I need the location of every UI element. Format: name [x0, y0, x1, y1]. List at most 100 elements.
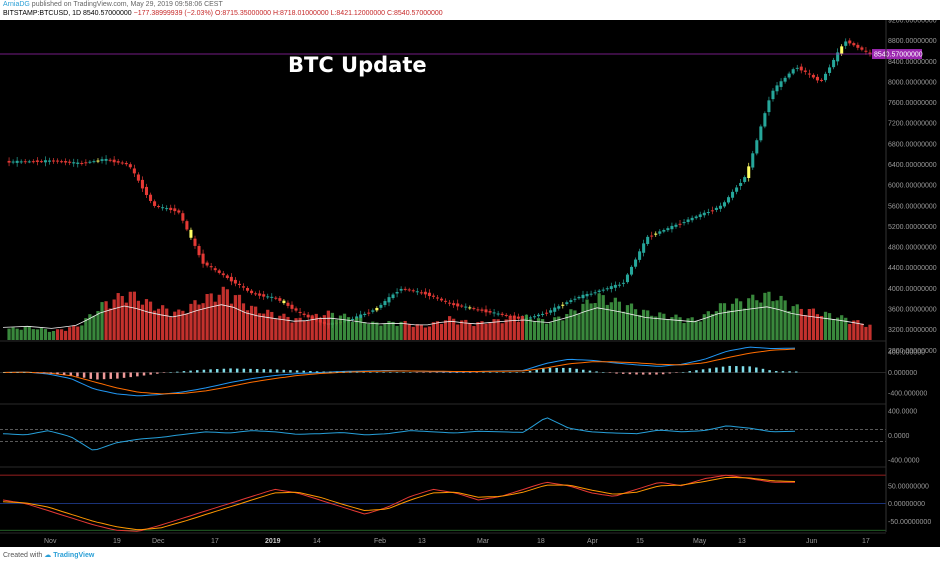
candle-body — [128, 164, 132, 168]
candle-body — [116, 161, 120, 163]
volume-bar — [633, 309, 638, 340]
volume-bar — [233, 295, 238, 340]
macd-histogram-bar — [335, 371, 339, 373]
candle-body — [225, 275, 229, 279]
volume-bar — [411, 326, 415, 340]
volume-bar — [108, 308, 112, 340]
candle-body — [516, 316, 520, 319]
volume-bar — [694, 320, 698, 340]
candle-body — [508, 315, 512, 317]
volume-bar — [791, 306, 795, 340]
candle-body — [537, 314, 541, 317]
candle-body — [84, 162, 88, 164]
volume-bar — [371, 321, 375, 340]
volume-bar — [763, 292, 767, 340]
volume-bar — [120, 296, 124, 340]
candle-body — [294, 308, 298, 311]
volume-bar — [266, 309, 270, 340]
price-tick-label: 7200.00000000 — [888, 121, 937, 128]
macd-histogram-bar — [681, 371, 685, 373]
candle-body — [682, 222, 686, 224]
candle-body — [80, 162, 84, 164]
volume-bar — [844, 317, 848, 340]
volume-bar — [241, 303, 246, 340]
volume-bar — [128, 291, 132, 340]
volume-bar — [759, 302, 763, 340]
candle-body — [136, 174, 140, 181]
candle-body — [241, 286, 246, 288]
volume-bar — [698, 321, 702, 340]
macd-histogram-bar — [89, 372, 93, 379]
candle-body — [836, 52, 840, 62]
tradingview-brand[interactable]: TradingView — [53, 552, 95, 559]
price-tick-label: 4000.00000000 — [888, 286, 937, 293]
candle-body — [165, 208, 169, 210]
candle-body — [306, 314, 310, 318]
volume-bar — [395, 325, 399, 340]
macd-histogram-bar — [462, 372, 465, 373]
volume-bar — [322, 315, 326, 340]
candle-body — [549, 310, 553, 313]
volume-bar — [516, 321, 520, 340]
macd-histogram-bar — [389, 372, 392, 373]
volume-bar — [779, 295, 783, 340]
candle-body — [444, 300, 448, 302]
volume-bar — [646, 310, 650, 340]
volume-bar — [399, 321, 403, 340]
macd-histogram-bar — [595, 371, 598, 373]
macd-histogram-bar — [608, 372, 612, 373]
candle-body — [88, 161, 92, 163]
volume-bar — [314, 313, 318, 340]
volume-bar — [819, 316, 824, 340]
macd-histogram-bar — [309, 371, 312, 373]
macd-histogram-bar — [209, 369, 212, 373]
macd-histogram-bar — [621, 372, 625, 374]
author-link[interactable]: ArniaDG — [3, 1, 30, 8]
candle-body — [662, 229, 666, 232]
candle-body — [262, 294, 266, 297]
stoch-pane[interactable]: 50.00000000 0.00000000 -50.00000000 — [0, 474, 931, 532]
price-tick-label: 4800.00000000 — [888, 245, 937, 252]
volume-bar — [290, 322, 294, 340]
volume-bar — [165, 308, 169, 340]
volume-bar — [375, 322, 379, 340]
candle-body — [383, 301, 387, 306]
price-pane[interactable]: 9200.000000008800.000000008400.000000008… — [0, 18, 937, 355]
macd-histogram-bar — [222, 368, 226, 373]
volume-bar — [488, 322, 492, 340]
candle-body — [209, 266, 213, 268]
time-axis[interactable]: Nov 19 Dec 17 2019 14 Feb 13 Mar 18 Apr 15 May 13 Jun 1… — [44, 538, 870, 545]
volume-bar — [456, 324, 460, 340]
candle-body — [367, 312, 371, 314]
volume-bar — [864, 326, 868, 340]
volume-bar — [258, 313, 262, 340]
candle-body — [726, 197, 731, 203]
volume-bar — [76, 326, 80, 340]
volume-bar — [690, 317, 694, 340]
volume-bar — [19, 329, 23, 340]
price-tick-label: 8800.00000000 — [888, 38, 937, 45]
candle-body — [197, 246, 201, 256]
candle-body — [258, 293, 262, 296]
candle-body — [658, 231, 662, 234]
macd-histogram-bar — [448, 372, 452, 373]
candle-body — [553, 307, 557, 312]
candle-body — [254, 293, 258, 295]
volume-bar — [270, 311, 274, 340]
candle-body — [415, 291, 419, 293]
candle-body — [435, 297, 440, 299]
indicator-tick-label: 50.00000000 — [888, 483, 929, 490]
volume-bar — [730, 303, 735, 340]
candle-body — [743, 177, 747, 182]
volume-bar — [189, 303, 193, 340]
volume-bar — [666, 319, 670, 340]
volume-bar — [318, 317, 322, 340]
candle-body — [181, 213, 185, 221]
volume-bar — [419, 324, 423, 340]
macd-pane[interactable]: 400.000000 0.000000 -400.000000 — [0, 346, 927, 397]
candle-body — [460, 305, 464, 307]
macd-histogram-bar — [102, 372, 106, 380]
oscillator-pane[interactable]: 400.0000 0.0000 -400.0000 — [0, 409, 920, 465]
time-tick-label: 17 — [862, 538, 870, 545]
